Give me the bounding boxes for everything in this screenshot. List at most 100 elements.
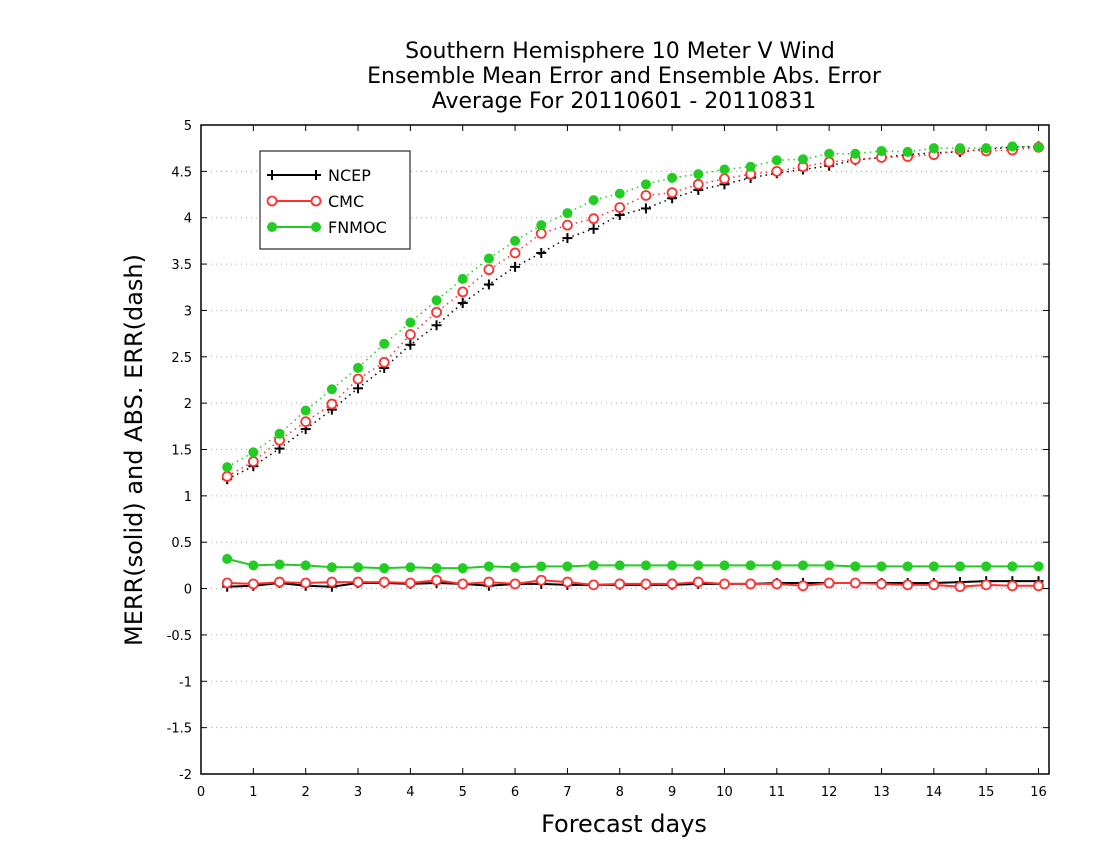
cmc-merr-point — [719, 578, 730, 590]
x-tick-label: 5 — [459, 785, 467, 800]
ncep-abs-err-point — [536, 247, 547, 258]
y-tick-label: 1 — [184, 490, 192, 505]
fnmoc-merr-point — [955, 561, 966, 572]
x-tick-label: 6 — [511, 785, 519, 800]
cmc-merr-point — [876, 578, 887, 590]
cmc-merr-point — [562, 576, 573, 588]
x-tick-label: 2 — [302, 785, 310, 800]
legend-marker-ncep — [311, 170, 321, 180]
cmc-abs-err-point — [640, 190, 652, 201]
cmc-merr-point — [274, 576, 285, 588]
cmc-abs-err-point — [483, 264, 495, 276]
cmc-merr-point — [928, 579, 940, 591]
fnmoc-abs-err-point — [457, 273, 468, 284]
fnmoc-abs-err-point — [353, 362, 364, 373]
y-axis-ticks: -2 -1.5 -1 -0.5 0 0.5 1 1.5 2 2.5 3 3.5 4 4.5 5 — [167, 119, 1049, 783]
fnmoc-abs-err-point — [222, 462, 233, 473]
ncep-abs-err-point — [588, 223, 599, 234]
ncep-abs-err-point — [405, 339, 416, 350]
fnmoc-merr-point — [431, 563, 442, 574]
fnmoc-merr-point — [667, 560, 678, 571]
fnmoc-merr-point — [300, 560, 311, 571]
fnmoc-abs-err-point — [510, 235, 521, 246]
fnmoc-merr-point — [824, 560, 835, 571]
x-tick-label: 3 — [354, 785, 362, 800]
cmc-merr-point — [640, 578, 652, 590]
legend: NCEP CMC FNMOC — [259, 150, 411, 250]
cmc-merr-point — [797, 580, 809, 592]
fnmoc-abs-err-point — [248, 447, 259, 458]
cmc-merr-point — [352, 576, 364, 588]
fnmoc-merr-point — [928, 561, 939, 572]
legend-marker-fnmoc — [267, 222, 277, 232]
x-axis-ticks: 0 1 2 3 4 5 6 7 8 9 10 11 12 13 14 15 16 — [197, 125, 1047, 800]
x-tick-label: 7 — [563, 785, 571, 800]
legend-marker-ncep — [267, 170, 277, 180]
fnmoc-abs-err-point — [483, 253, 494, 264]
fnmoc-merr-point — [1033, 561, 1044, 572]
x-tick-label: 4 — [406, 785, 414, 800]
cmc-merr-point — [771, 578, 783, 590]
fnmoc-abs-err-point — [824, 148, 835, 159]
fnmoc-merr-point — [483, 561, 494, 572]
fnmoc-merr-point — [457, 563, 468, 574]
legend-marker-fnmoc — [311, 222, 321, 232]
fnmoc-merr-point — [562, 561, 573, 572]
cmc-abs-err-point — [771, 165, 783, 177]
fnmoc-merr-point — [797, 560, 808, 571]
cmc-abs-err-point — [614, 202, 626, 213]
cmc-merr-point — [588, 579, 599, 591]
cmc-merr-point — [614, 578, 626, 590]
cmc-merr-point — [535, 574, 547, 586]
fnmoc-merr-point — [405, 562, 416, 573]
cmc-merr-point — [483, 576, 495, 588]
cmc-merr-point — [666, 578, 678, 590]
x-tick-label: 0 — [197, 785, 205, 800]
cmc-abs-err-point — [221, 470, 233, 482]
cmc-merr-point — [431, 574, 442, 586]
fnmoc-merr-point — [745, 560, 756, 571]
cmc-merr-point — [980, 579, 992, 591]
cmc-abs-err-point — [588, 213, 599, 225]
fnmoc-abs-err-point — [562, 208, 573, 219]
cmc-merr-point — [247, 578, 259, 590]
series-layer — [221, 141, 1044, 593]
cmc-merr-point — [221, 577, 233, 589]
cmc-abs-err-point — [247, 456, 259, 467]
fnmoc-abs-err-point — [405, 317, 416, 328]
fnmoc-abs-err-point — [326, 384, 337, 395]
fnmoc-merr-point — [693, 560, 704, 571]
legend-label-ncep: NCEP — [328, 166, 371, 185]
cmc-merr-point — [326, 576, 338, 588]
legend-label-fnmoc: FNMOC — [328, 218, 387, 237]
fnmoc-abs-err-point — [640, 179, 651, 190]
cmc-merr-point — [902, 579, 914, 591]
fnmoc-abs-err-point — [719, 164, 730, 175]
y-axis-label: MERR(solid) and ABS. ERR(dash) — [120, 254, 148, 646]
cmc-abs-err-point — [431, 306, 442, 318]
fnmoc-merr-point — [640, 560, 651, 571]
x-tick-label: 1 — [249, 785, 257, 800]
cmc-abs-err-point — [300, 416, 312, 428]
cmc-merr-point — [1006, 580, 1018, 592]
fnmoc-merr-point — [981, 561, 992, 572]
fnmoc-abs-err-point — [274, 428, 285, 439]
ncep-abs-err-point — [353, 383, 364, 394]
fnmoc-abs-err-point — [300, 405, 311, 416]
fnmoc-abs-err-point — [745, 161, 756, 172]
y-tick-label: 4 — [184, 212, 192, 227]
grid — [201, 170, 1049, 729]
cmc-abs-err-point — [719, 173, 730, 185]
fnmoc-abs-err-point — [536, 220, 547, 231]
y-tick-label: -2 — [179, 768, 192, 783]
fnmoc-abs-err-point — [379, 338, 390, 349]
cmc-merr-point — [404, 577, 416, 589]
cmc-merr-point — [745, 578, 757, 590]
y-tick-label: 2.5 — [171, 351, 192, 366]
cmc-abs-err-point — [457, 286, 469, 298]
x-tick-label: 9 — [668, 785, 676, 800]
fnmoc-merr-point — [771, 560, 782, 571]
y-tick-label: 0 — [184, 583, 192, 598]
fnmoc-merr-point — [274, 559, 285, 570]
